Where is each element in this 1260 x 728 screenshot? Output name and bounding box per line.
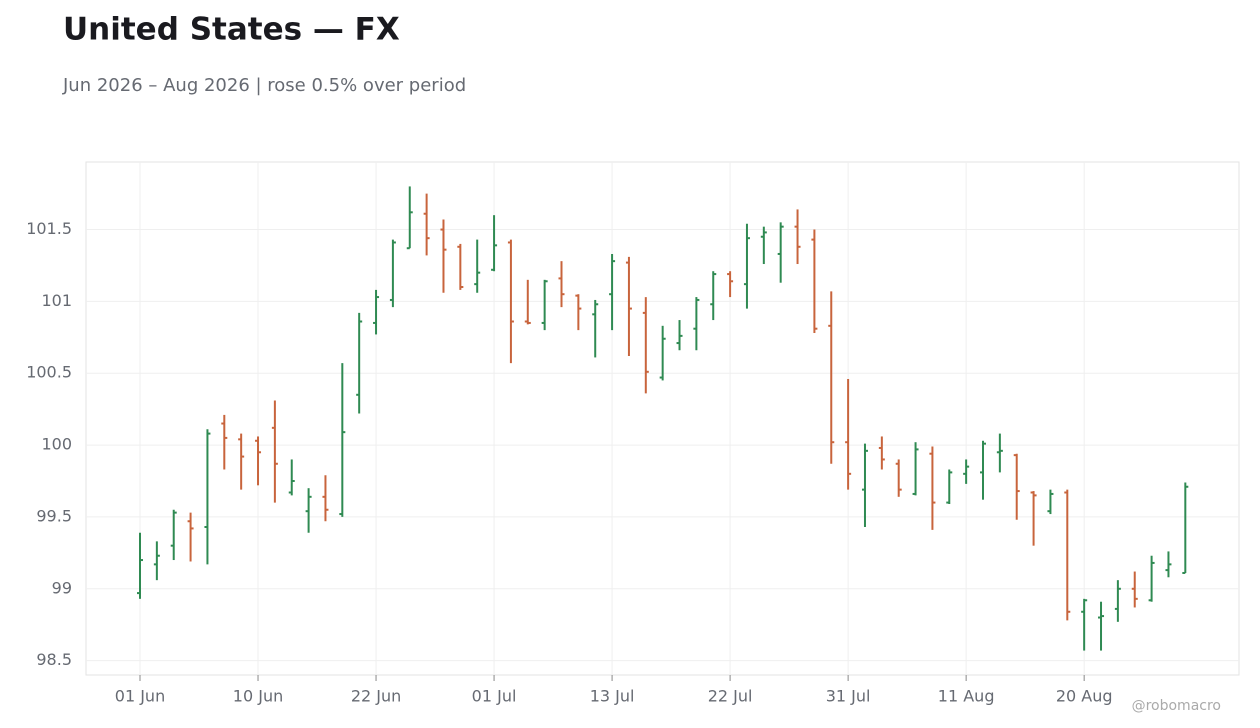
x-tick-label: 11 Aug (938, 687, 995, 706)
x-tick-label: 01 Jun (115, 687, 165, 706)
x-tick-label: 01 Jul (472, 687, 517, 706)
chart-subtitle: Jun 2026 – Aug 2026 | rose 0.5% over per… (62, 75, 466, 96)
y-tick-label: 100 (41, 435, 72, 454)
y-tick-label: 101.5 (26, 219, 72, 238)
x-tick-label: 10 Jun (233, 687, 283, 706)
y-tick-label: 101 (41, 291, 72, 310)
y-tick-label: 99.5 (36, 506, 72, 525)
y-tick-label: 100.5 (26, 363, 72, 382)
x-tick-label: 22 Jul (708, 687, 753, 706)
y-tick-label: 99 (52, 578, 72, 597)
plot-frame (85, 161, 1240, 676)
x-tick-label: 22 Jun (351, 687, 401, 706)
chart-title: United States — FX (63, 12, 400, 48)
x-tick-label: 13 Jul (590, 687, 635, 706)
y-tick-label: 98.5 (36, 650, 72, 669)
x-tick-label: 31 Jul (826, 687, 871, 706)
footer: @robomacro (1132, 698, 1221, 714)
x-tick-label: 20 Aug (1056, 687, 1113, 706)
